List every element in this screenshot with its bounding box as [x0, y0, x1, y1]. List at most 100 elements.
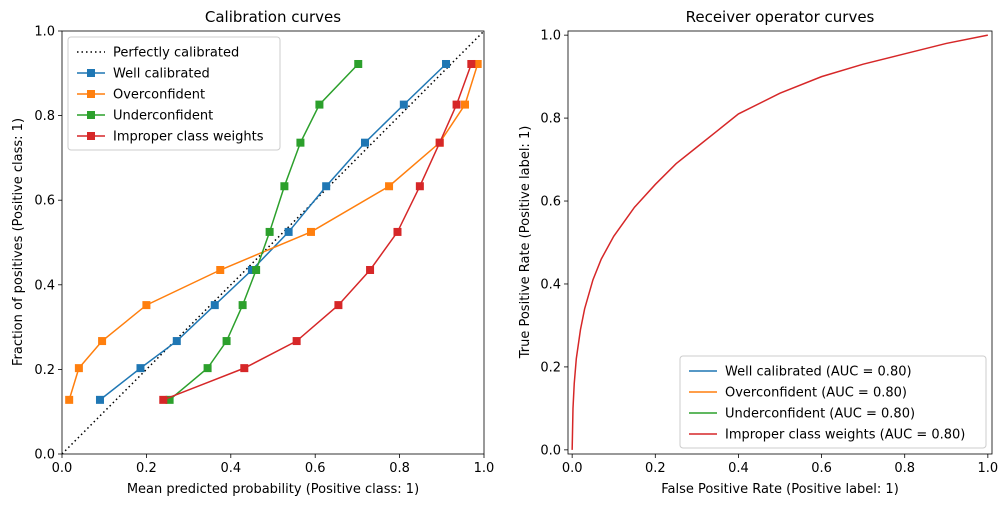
x-tick-label: 0.6: [811, 461, 832, 476]
legend-label: Well calibrated: [113, 67, 210, 82]
y-tick: 0.2: [540, 360, 568, 375]
series-marker: [74, 364, 83, 373]
roc-ylabel: True Positive Rate (Positive label: 1): [518, 126, 533, 360]
series-marker: [95, 395, 104, 404]
series-marker: [210, 301, 219, 310]
legend-box: [67, 36, 281, 151]
x-tick-label: 0.6: [305, 461, 326, 476]
y-tick: 0.6: [540, 195, 568, 210]
y-tick-label: 0.8: [540, 112, 561, 127]
axes-frame: [61, 30, 485, 455]
calibration-ylabel: Fraction of positives (Positive class: 1…: [11, 118, 26, 366]
series-marker: [292, 337, 301, 346]
series-marker: [247, 265, 256, 274]
y-tick-label: 1.0: [34, 25, 55, 40]
legend-entry: Overconfident (AUC = 0.80): [689, 386, 907, 401]
y-tick: 0.8: [540, 112, 568, 127]
x-tick-label: 1.0: [474, 461, 495, 476]
x-tick-label: 0.2: [645, 461, 666, 476]
series-marker: [334, 301, 343, 310]
legend-marker: [87, 111, 95, 119]
legend-entry: Overconfident: [77, 88, 205, 103]
series-group: [571, 34, 988, 450]
axes-frame: [567, 30, 993, 455]
x-tick-label: 1.0: [977, 461, 998, 476]
series-line: [163, 63, 473, 401]
x-tick-label: 0.4: [220, 461, 241, 476]
y-tick: 0.0: [34, 448, 62, 463]
series-marker: [296, 138, 305, 147]
y-tick-label: 0.6: [540, 195, 561, 210]
series-marker: [216, 265, 225, 274]
series-marker: [366, 265, 375, 274]
legend-entry: Well calibrated: [77, 67, 210, 82]
x-tick-label: 0.8: [389, 461, 410, 476]
calibration-xlabel: Mean predicted probability (Positive cla…: [127, 482, 419, 497]
series-marker: [98, 337, 107, 346]
x-tick: 0.8: [389, 454, 410, 476]
series-marker: [442, 59, 451, 68]
y-tick-label: 0.6: [34, 194, 55, 209]
roc-title: Receiver operator curves: [686, 8, 875, 26]
series-line: [571, 34, 988, 450]
series-marker: [415, 182, 424, 191]
y-tick: 0.4: [34, 278, 62, 293]
x-tick: 0.0: [562, 454, 583, 476]
x-tick-label: 0.0: [562, 461, 583, 476]
series-marker: [284, 227, 293, 236]
series-line: [99, 63, 447, 401]
x-tick-label: 0.8: [894, 461, 915, 476]
y-tick-label: 0.4: [34, 278, 55, 293]
y-tick-label: 1.0: [540, 29, 561, 44]
x-tick-label: 0.0: [52, 461, 73, 476]
x-tick: 1.0: [474, 454, 495, 476]
series-marker: [172, 337, 181, 346]
series-marker: [452, 100, 461, 109]
legend-box: [679, 355, 987, 449]
x-tick: 0.2: [645, 454, 666, 476]
calibration-title: Calibration curves: [205, 8, 341, 26]
x-tick: 0.2: [136, 454, 157, 476]
legend-label: Underconfident (AUC = 0.80): [725, 407, 915, 422]
y-tick-label: 0.0: [34, 448, 55, 463]
series-marker: [142, 301, 151, 310]
legend-marker: [87, 90, 95, 98]
series-marker: [159, 395, 168, 404]
y-tick: 1.0: [540, 29, 568, 44]
legend-label: Overconfident: [113, 88, 205, 103]
y-tick-label: 0.8: [34, 109, 55, 124]
series-marker: [252, 265, 261, 274]
x-tick-label: 0.4: [728, 461, 749, 476]
legend-label: Well calibrated (AUC = 0.80): [725, 365, 912, 380]
series-marker: [306, 227, 315, 236]
calibration-panel: Calibration curves 0.0 0.2 0.4 0.6 0.8 1.0 0.0…: [11, 8, 494, 497]
y-tick: 0.6: [34, 194, 62, 209]
x-tick: 0.6: [305, 454, 326, 476]
legend-label: Perfectly calibrated: [113, 46, 239, 61]
legend-marker: [87, 132, 95, 140]
y-tick-label: 0.4: [540, 277, 561, 292]
x-tick: 1.0: [977, 454, 998, 476]
series-marker: [385, 182, 394, 191]
y-tick: 0.0: [540, 443, 568, 458]
legend-label: Underconfident: [113, 109, 213, 124]
x-tick: 0.6: [811, 454, 832, 476]
series-group: [62, 31, 484, 454]
legend-entry: Underconfident (AUC = 0.80): [689, 407, 915, 422]
series-marker: [280, 182, 289, 191]
series-marker: [165, 395, 174, 404]
series-marker: [435, 138, 444, 147]
legend-label: Improper class weights (AUC = 0.80): [725, 428, 965, 443]
series-marker: [265, 227, 274, 236]
y-tick: 1.0: [34, 25, 62, 40]
roc-xlabel: False Positive Rate (Positive label: 1): [661, 482, 899, 497]
series-marker: [473, 59, 482, 68]
series-marker: [354, 59, 363, 68]
legend: Perfectly calibrated Well calibrated Overc…: [67, 36, 281, 151]
series-marker: [322, 182, 331, 191]
x-tick-label: 0.2: [136, 461, 157, 476]
series-marker: [65, 395, 74, 404]
series-marker: [467, 59, 476, 68]
series-marker: [222, 337, 231, 346]
x-tick: 0.4: [220, 454, 241, 476]
